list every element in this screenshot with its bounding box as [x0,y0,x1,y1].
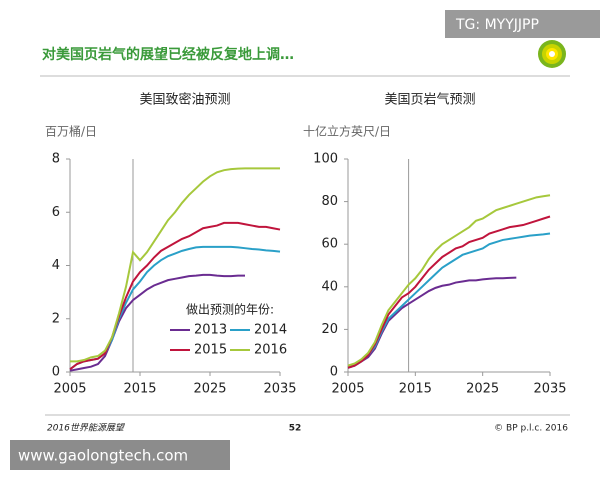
y-tick-label: 2 [52,311,60,326]
legend-label: 2014 [254,323,287,338]
watermark-box [10,440,230,470]
watermark: TG: MYYJJPP [455,17,539,33]
page-number: 52 [289,424,302,434]
y-tick-label: 60 [321,237,338,252]
legend-label: 2015 [194,343,227,358]
chart-title: 美国页岩气预测 [384,92,475,108]
y-tick-label: 4 [52,258,60,273]
y-tick-label: 0 [52,365,60,380]
series-line [70,167,280,363]
y-tick-label: 80 [321,194,338,209]
footer-left: 2016世界能源展望 [47,423,126,434]
y-axis-label: 十亿立方英尺/日 [303,124,391,139]
x-tick-label: 2015 [123,382,156,397]
y-tick-label: 8 [52,152,60,167]
y-tick-label: 6 [52,205,60,220]
legend-label: 2016 [254,343,287,358]
y-tick-label: 20 [321,322,338,337]
series-line [69,221,281,371]
footer-right: © BP p.l.c. 2016 [494,424,568,434]
watermark: www.gaolongtech.com [18,447,188,465]
x-tick-label: 2005 [331,382,364,397]
legend-label: 2013 [194,323,227,338]
watermark-box [445,10,600,38]
x-tick-label: 2005 [53,382,86,397]
series-line [347,276,517,369]
y-tick-label: 0 [330,365,338,380]
x-tick-label: 2025 [193,382,226,397]
x-tick-label: 2035 [263,382,296,397]
series-line [347,194,551,367]
x-tick-label: 2035 [533,382,566,397]
x-tick-label: 2015 [399,382,432,397]
y-axis-label: 百万桶/日 [45,124,97,139]
series-line [69,273,245,372]
slide-title: 对美国页岩气的展望已经被反复地上调… [42,46,294,63]
bp-logo [538,40,566,68]
y-tick-label: 40 [321,279,338,294]
x-tick-label: 2025 [466,382,499,397]
series-line [347,215,551,369]
legend-title: 做出预测的年份: [186,302,274,317]
y-tick-label: 100 [313,152,338,167]
chart-title: 美国致密油预测 [139,92,230,108]
